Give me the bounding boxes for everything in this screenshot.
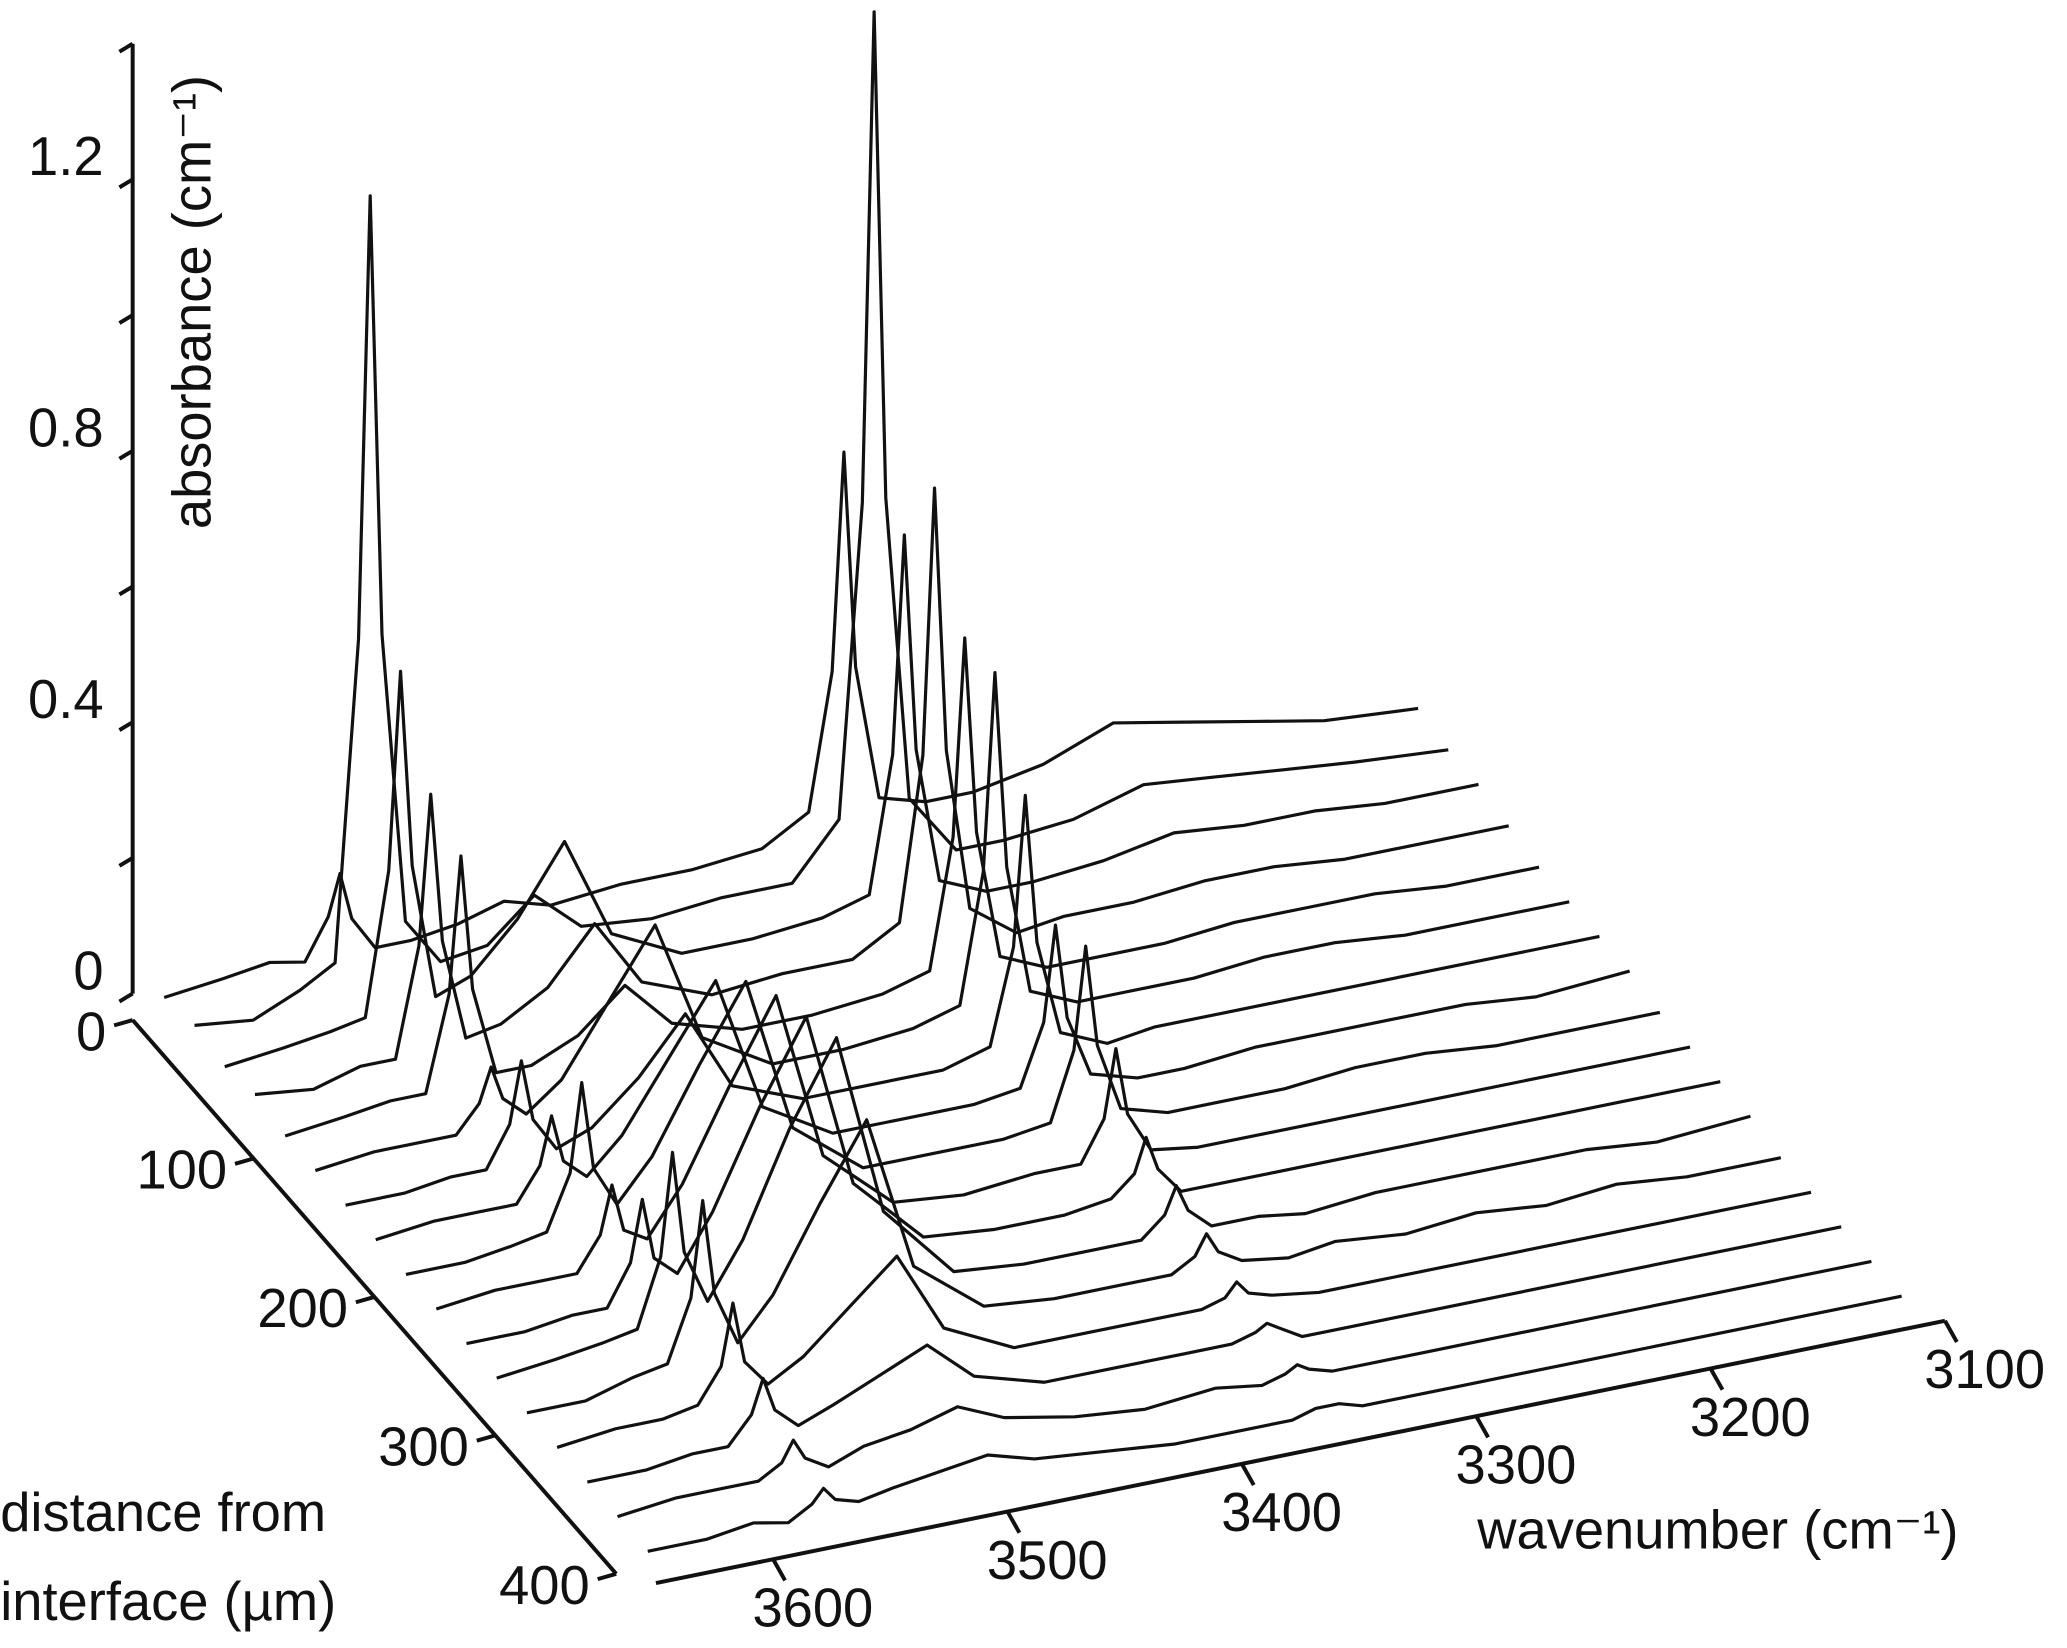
spectrum-line	[435, 993, 1691, 1311]
y-minor-tick	[118, 42, 134, 54]
x-tick-label: 3100	[1924, 1339, 2045, 1400]
spectrum-line	[526, 1118, 1782, 1415]
spectrum-line	[496, 1036, 1751, 1380]
spectrum-line	[405, 944, 1661, 1276]
x-tick-label: 3600	[752, 1578, 873, 1639]
x-tick	[771, 1558, 787, 1582]
z-axis-label: interface (µm)	[0, 1571, 336, 1632]
x-tick-label: 3200	[1690, 1387, 1811, 1448]
spectrum-line	[617, 1259, 1872, 1519]
y-tick-label: 0.8	[28, 398, 103, 459]
x-tick	[1708, 1367, 1725, 1391]
z-tick-label: 200	[257, 1278, 348, 1339]
z-tick-label: 100	[136, 1140, 227, 1201]
x-axis-label: wavenumber (cm⁻¹)	[1476, 1499, 1958, 1560]
z-tick-label: 300	[378, 1417, 469, 1478]
x-tick	[1943, 1319, 1959, 1343]
y-axis-label: absorbance (cm⁻¹)	[162, 75, 223, 529]
spectrum-line	[194, 10, 1449, 1027]
z-axis-label: distance from	[0, 1482, 326, 1543]
y-minor-tick	[118, 584, 134, 597]
spectrum-line	[556, 1190, 1812, 1449]
z-tick	[597, 1571, 617, 1582]
spectrum-line	[284, 636, 1540, 1138]
x-tick-label: 3400	[1221, 1482, 1342, 1543]
z-tick-label: 400	[499, 1555, 590, 1616]
z-tick	[355, 1295, 375, 1305]
y-tick	[118, 720, 134, 732]
y-tick	[118, 991, 134, 1004]
x-tick	[1474, 1415, 1490, 1439]
y-tick	[118, 449, 134, 461]
spectrum-line	[647, 1294, 1902, 1553]
spectrum-line	[314, 670, 1570, 1173]
y-tick-label: 0.4	[28, 669, 103, 730]
y-minor-tick	[118, 856, 134, 868]
spectrum-line	[345, 793, 1600, 1207]
x-tick-label: 3300	[1456, 1435, 1577, 1496]
y-minor-tick	[118, 313, 134, 325]
y-tick-label: 1.2	[28, 126, 103, 187]
z-tick	[113, 1018, 134, 1028]
spectrum-line	[163, 450, 1419, 1000]
spectrum-line	[587, 1225, 1842, 1484]
z-tick	[476, 1433, 496, 1443]
x-tick	[1240, 1462, 1256, 1487]
x-tick-label: 3500	[987, 1530, 1108, 1591]
z-tick	[234, 1156, 255, 1166]
y-tick-label: 0	[73, 940, 103, 1001]
spectrum-line	[375, 923, 1631, 1242]
x-axis-line	[655, 1318, 1946, 1586]
spectrum-line	[224, 533, 1479, 1069]
z-tick-label: 0	[76, 1001, 106, 1062]
spectrum-line	[466, 1015, 1721, 1346]
y-tick	[118, 177, 134, 190]
x-tick	[1005, 1510, 1022, 1534]
spectrum-line	[254, 486, 1510, 1097]
